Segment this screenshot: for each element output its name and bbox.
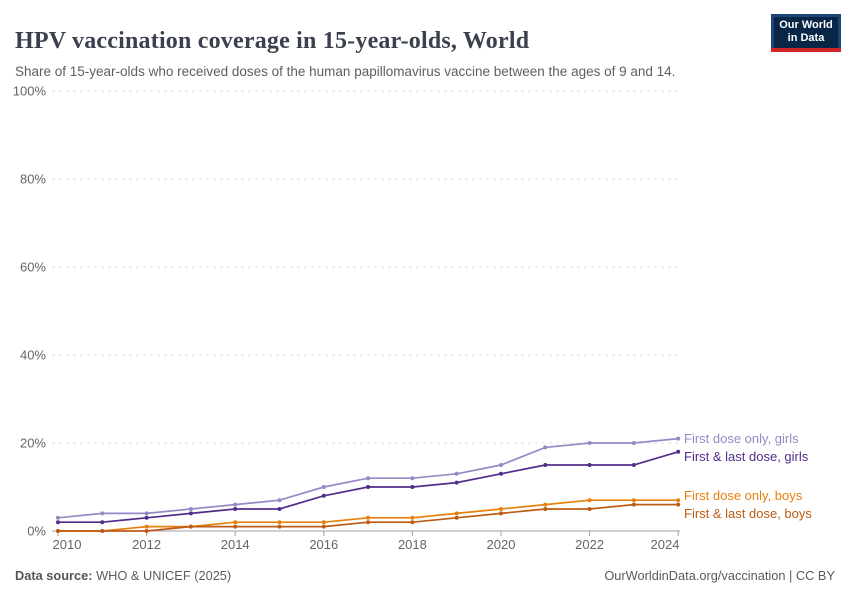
data-point[interactable] [587,507,592,511]
data-point[interactable] [56,515,60,520]
data-point[interactable] [188,524,193,529]
data-point[interactable] [321,520,326,525]
series-first-last-dose-boys[interactable] [56,502,681,533]
series-first-last-dose-girls[interactable] [56,449,681,525]
owid-logo-line1: Our World [779,19,833,31]
data-point[interactable] [277,524,282,529]
x-tick-label-2010: 2010 [53,537,82,552]
data-point[interactable] [631,463,636,467]
data-point[interactable] [366,485,371,489]
data-point[interactable] [321,485,326,489]
data-point[interactable] [631,498,636,503]
x-tick-label-2020: 2020 [487,537,516,552]
data-point[interactable] [410,476,415,481]
legend-label-first-last-dose-girls[interactable]: First & last dose, girls [684,449,809,464]
data-point[interactable] [366,520,371,525]
owid-logo: Our World in Data [771,14,841,52]
legend-label-first-dose-only-girls[interactable]: First dose only, girls [684,431,799,446]
data-point[interactable] [587,463,592,467]
data-point[interactable] [499,463,503,467]
data-point[interactable] [454,480,459,485]
owid-logo-line2: in Data [787,32,825,44]
data-point[interactable] [233,502,238,507]
data-point[interactable] [410,520,415,525]
chart-title: HPV vaccination coverage in 15-year-olds… [15,28,530,55]
data-point[interactable] [676,436,681,441]
x-tick-label-2012: 2012 [132,537,161,552]
data-source-label: Data source: [15,568,93,583]
data-point[interactable] [454,515,459,520]
data-point[interactable] [144,511,149,516]
y-tick-label-20: 20% [20,436,46,451]
chart-subtitle: Share of 15-year-olds who received doses… [15,63,676,79]
series-line[interactable] [58,499,679,532]
y-tick-label-0: 0% [27,524,46,539]
data-point[interactable] [188,511,193,516]
x-tick-label-2024: 2024 [651,537,680,552]
data-point[interactable] [631,441,636,445]
legend-label-first-dose-only-boys[interactable]: First dose only, boys [684,488,803,503]
y-tick-label-40: 40% [20,348,46,363]
data-point[interactable] [543,463,548,467]
data-point[interactable] [543,445,548,450]
data-point[interactable] [499,507,503,511]
legend-label-first-last-dose-boys[interactable]: First & last dose, boys [684,506,812,521]
owid-logo-red-bar [771,48,841,52]
data-point[interactable] [454,511,459,516]
data-point[interactable] [100,529,105,533]
series-first-dose-only-girls[interactable] [56,436,681,520]
data-point[interactable] [543,502,548,507]
data-point[interactable] [366,476,371,481]
data-point[interactable] [410,485,415,489]
data-point[interactable] [233,520,238,525]
owid-license-link[interactable]: OurWorldinData.org/vaccination | CC BY [604,568,835,583]
data-point[interactable] [277,507,282,511]
data-point[interactable] [321,493,326,498]
data-point[interactable] [587,498,592,503]
data-point[interactable] [233,524,238,529]
data-point[interactable] [144,515,149,520]
y-tick-label-60: 60% [20,260,46,275]
data-point[interactable] [56,520,60,525]
x-tick-label-2022: 2022 [575,537,604,552]
data-source-value: WHO & UNICEF (2025) [92,568,232,583]
data-point[interactable] [410,515,415,520]
data-point[interactable] [100,520,105,525]
x-tick-label-2014: 2014 [221,537,250,552]
data-point[interactable] [631,502,636,507]
data-point[interactable] [233,507,238,511]
data-point[interactable] [321,524,326,529]
data-point[interactable] [499,471,503,476]
data-point[interactable] [144,524,149,529]
data-point[interactable] [676,449,681,454]
data-point[interactable] [144,529,149,533]
data-point[interactable] [277,520,282,525]
data-point[interactable] [100,511,105,516]
y-tick-label-80: 80% [20,172,46,187]
data-source-note: Data source: WHO & UNICEF (2025) [15,568,231,583]
data-point[interactable] [56,529,60,533]
data-point[interactable] [188,507,193,511]
data-point[interactable] [543,507,548,511]
data-point[interactable] [676,502,681,507]
y-tick-label-100: 100% [13,84,47,99]
data-point[interactable] [366,515,371,520]
x-tick-label-2018: 2018 [398,537,427,552]
series-first-dose-only-boys[interactable] [56,498,681,533]
owid-logo-text: Our World in Data [774,17,838,48]
data-point[interactable] [499,511,503,516]
data-point[interactable] [587,441,592,445]
x-tick-label-2016: 2016 [309,537,338,552]
data-point[interactable] [676,498,681,503]
data-point[interactable] [277,498,282,503]
data-point[interactable] [454,471,459,476]
